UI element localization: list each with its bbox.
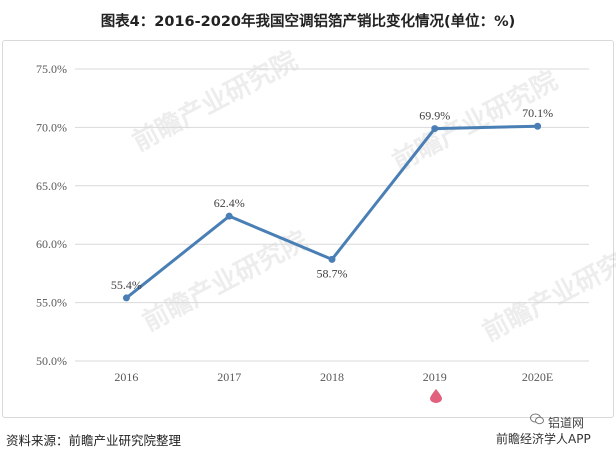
data-label: 69.9% xyxy=(419,109,450,123)
x-tick-label: 2018 xyxy=(320,370,344,384)
data-point xyxy=(431,125,439,133)
wechat-icon xyxy=(530,413,544,425)
brand-top: 铝道网 xyxy=(548,416,585,430)
x-tick-label: 2017 xyxy=(217,370,241,384)
x-tick-label: 2016 xyxy=(114,370,138,384)
y-tick-label: 70.0% xyxy=(36,120,67,134)
chart-area: 前瞻产业研究院 前瞻产业研究院 前瞻产业研究院 前瞻产业研究院 50.0% 55.… xyxy=(2,40,616,418)
y-tick-label: 65.0% xyxy=(36,179,67,193)
data-label: 62.4% xyxy=(214,196,245,210)
line-chart: 50.0% 55.0% 60.0% 65.0% 70.0% 75.0% 2016 2017 20… xyxy=(36,62,589,384)
y-tick-label: 50.0% xyxy=(36,354,67,368)
data-label: 70.1% xyxy=(522,106,553,120)
data-label: 58.7% xyxy=(317,266,348,280)
y-tick-label: 75.0% xyxy=(36,62,67,76)
data-point xyxy=(328,255,336,263)
data-label: 55.4% xyxy=(111,278,142,292)
data-point xyxy=(225,212,233,220)
x-tick-label: 2019 xyxy=(423,370,447,384)
location-pin-icon xyxy=(430,389,442,403)
chart-title: 图表4：2016-2020年我国空调铝箔产销比变化情况(单位：%) xyxy=(100,14,516,30)
brand-bottom: 前瞻经济学人APP xyxy=(496,432,591,446)
source-note: 资料来源：前瞻产业研究院整理 xyxy=(6,433,182,448)
data-point xyxy=(534,122,542,130)
y-tick-label: 55.0% xyxy=(36,296,67,310)
y-tick-label: 60.0% xyxy=(36,237,67,251)
data-point xyxy=(122,294,130,302)
x-tick-label: 2020E xyxy=(522,370,553,384)
